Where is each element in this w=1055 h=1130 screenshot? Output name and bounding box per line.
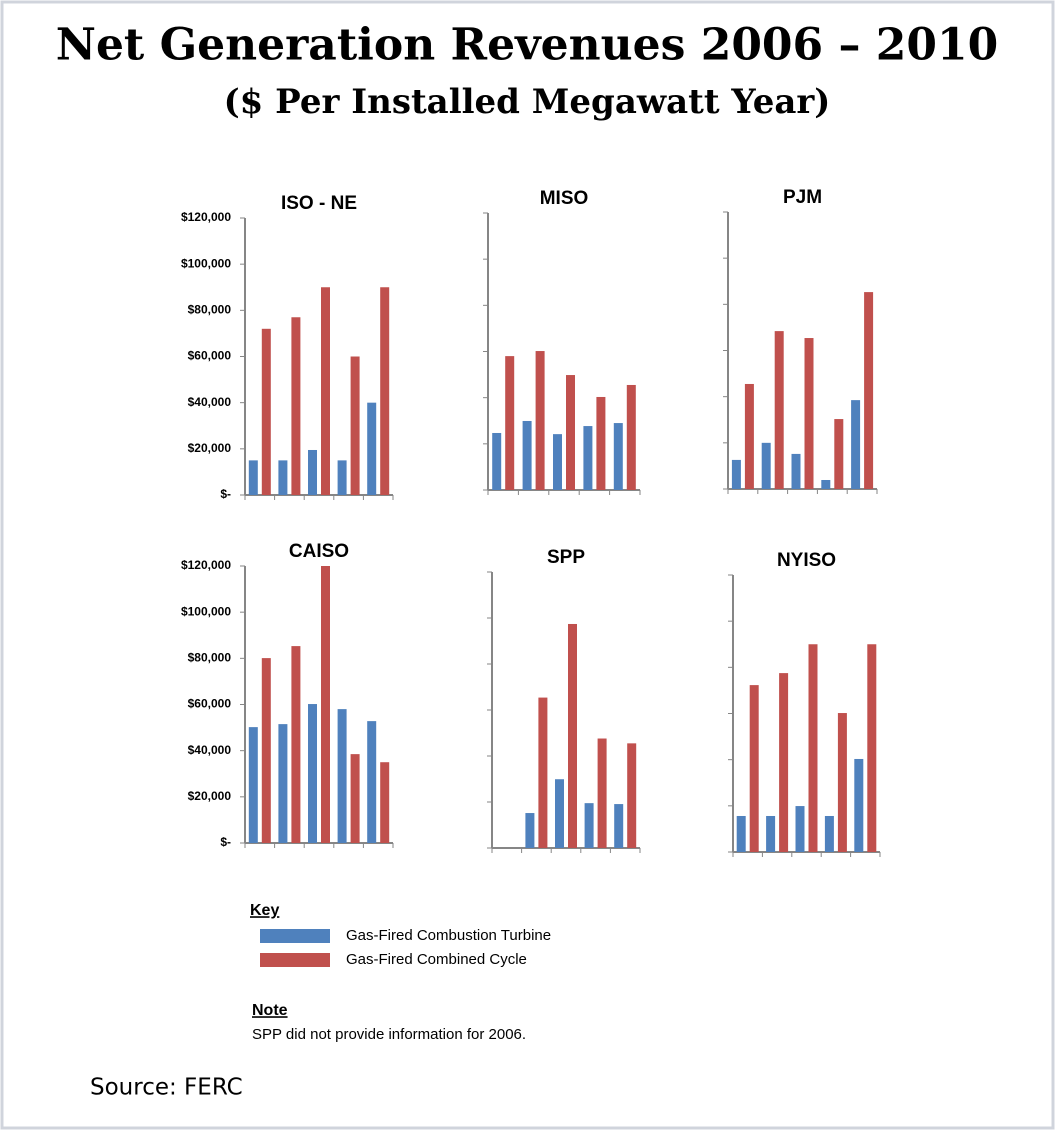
- legend-swatch: [260, 929, 330, 943]
- y-tick-label: $-: [220, 487, 231, 501]
- bar: [613, 423, 623, 490]
- bar: [804, 338, 814, 489]
- bar: [261, 658, 271, 843]
- panel-title: MISO: [540, 188, 589, 209]
- bar: [731, 459, 741, 489]
- y-tick-label: $80,000: [188, 303, 232, 317]
- bar: [736, 815, 746, 852]
- y-tick-label: $40,000: [188, 743, 232, 757]
- bar: [505, 356, 515, 490]
- y-tick-label: $20,000: [188, 789, 232, 803]
- bar: [278, 724, 288, 843]
- bar: [291, 317, 301, 495]
- y-tick-label: $120,000: [181, 210, 231, 224]
- bar: [774, 331, 784, 489]
- y-tick-label: $-: [220, 835, 231, 849]
- bar: [337, 709, 347, 843]
- bar: [766, 815, 776, 852]
- legend-swatch: [260, 953, 330, 967]
- y-tick-label: $100,000: [181, 604, 231, 618]
- bar: [596, 396, 606, 490]
- bar: [749, 685, 759, 852]
- panel-title: NYISO: [777, 550, 836, 571]
- bar: [380, 287, 390, 495]
- bar: [867, 644, 877, 852]
- bar: [568, 623, 577, 848]
- bar: [597, 738, 607, 848]
- bar: [808, 644, 818, 852]
- y-tick-label: $60,000: [188, 349, 232, 363]
- bar: [779, 673, 789, 852]
- bar: [627, 743, 637, 848]
- legend-label: Gas-Fired Combined Cycle: [346, 951, 527, 968]
- bar: [553, 434, 562, 490]
- y-tick-label: $60,000: [188, 697, 232, 711]
- bar: [308, 449, 317, 495]
- y-tick-label: $120,000: [181, 558, 231, 572]
- bar: [626, 384, 636, 490]
- y-tick-label: $20,000: [188, 441, 232, 455]
- bar: [824, 815, 834, 852]
- bar: [583, 426, 593, 490]
- bar: [566, 375, 575, 490]
- bar: [851, 400, 861, 489]
- bar: [834, 419, 844, 489]
- bar: [350, 356, 360, 495]
- bar: [525, 813, 535, 848]
- bar: [555, 779, 564, 848]
- bar: [584, 803, 594, 848]
- panel-title: PJM: [783, 187, 822, 208]
- note-title: Note: [252, 1002, 288, 1019]
- bar: [535, 351, 545, 490]
- bar: [248, 460, 258, 495]
- bar: [538, 697, 548, 848]
- bar: [492, 432, 502, 490]
- panel-title: ISO - NE: [281, 193, 357, 214]
- panel-title: SPP: [547, 547, 585, 568]
- y-tick-label: $80,000: [188, 651, 232, 665]
- bar: [854, 758, 864, 852]
- bar: [278, 460, 288, 495]
- y-tick-label: $100,000: [181, 256, 231, 270]
- source: Source: FERC: [90, 1075, 243, 1101]
- y-tick-label: $40,000: [188, 395, 232, 409]
- key-title: Key: [250, 902, 279, 919]
- bar: [761, 442, 771, 489]
- bar: [248, 727, 258, 843]
- bar: [522, 420, 532, 490]
- bar: [791, 453, 801, 489]
- bar: [350, 754, 360, 843]
- bar: [367, 721, 377, 843]
- legend-label: Gas-Fired Combustion Turbine: [346, 927, 551, 944]
- bar: [614, 804, 624, 848]
- bar: [744, 383, 754, 489]
- bar: [821, 479, 831, 489]
- note-text: SPP did not provide information for 2006…: [252, 1026, 526, 1043]
- bar: [367, 402, 377, 495]
- bar: [864, 292, 874, 489]
- bar: [308, 704, 317, 843]
- bar: [291, 646, 301, 843]
- bar: [321, 566, 330, 843]
- bar: [380, 762, 390, 843]
- subtitle: ($ Per Installed Megawatt Year): [224, 82, 831, 122]
- bar: [837, 713, 847, 852]
- bar: [261, 328, 271, 495]
- bar: [321, 287, 330, 495]
- panel-title: CAISO: [289, 541, 349, 562]
- title: Net Generation Revenues 2006 – 2010: [56, 20, 999, 71]
- bar: [337, 460, 347, 495]
- bar: [795, 806, 805, 852]
